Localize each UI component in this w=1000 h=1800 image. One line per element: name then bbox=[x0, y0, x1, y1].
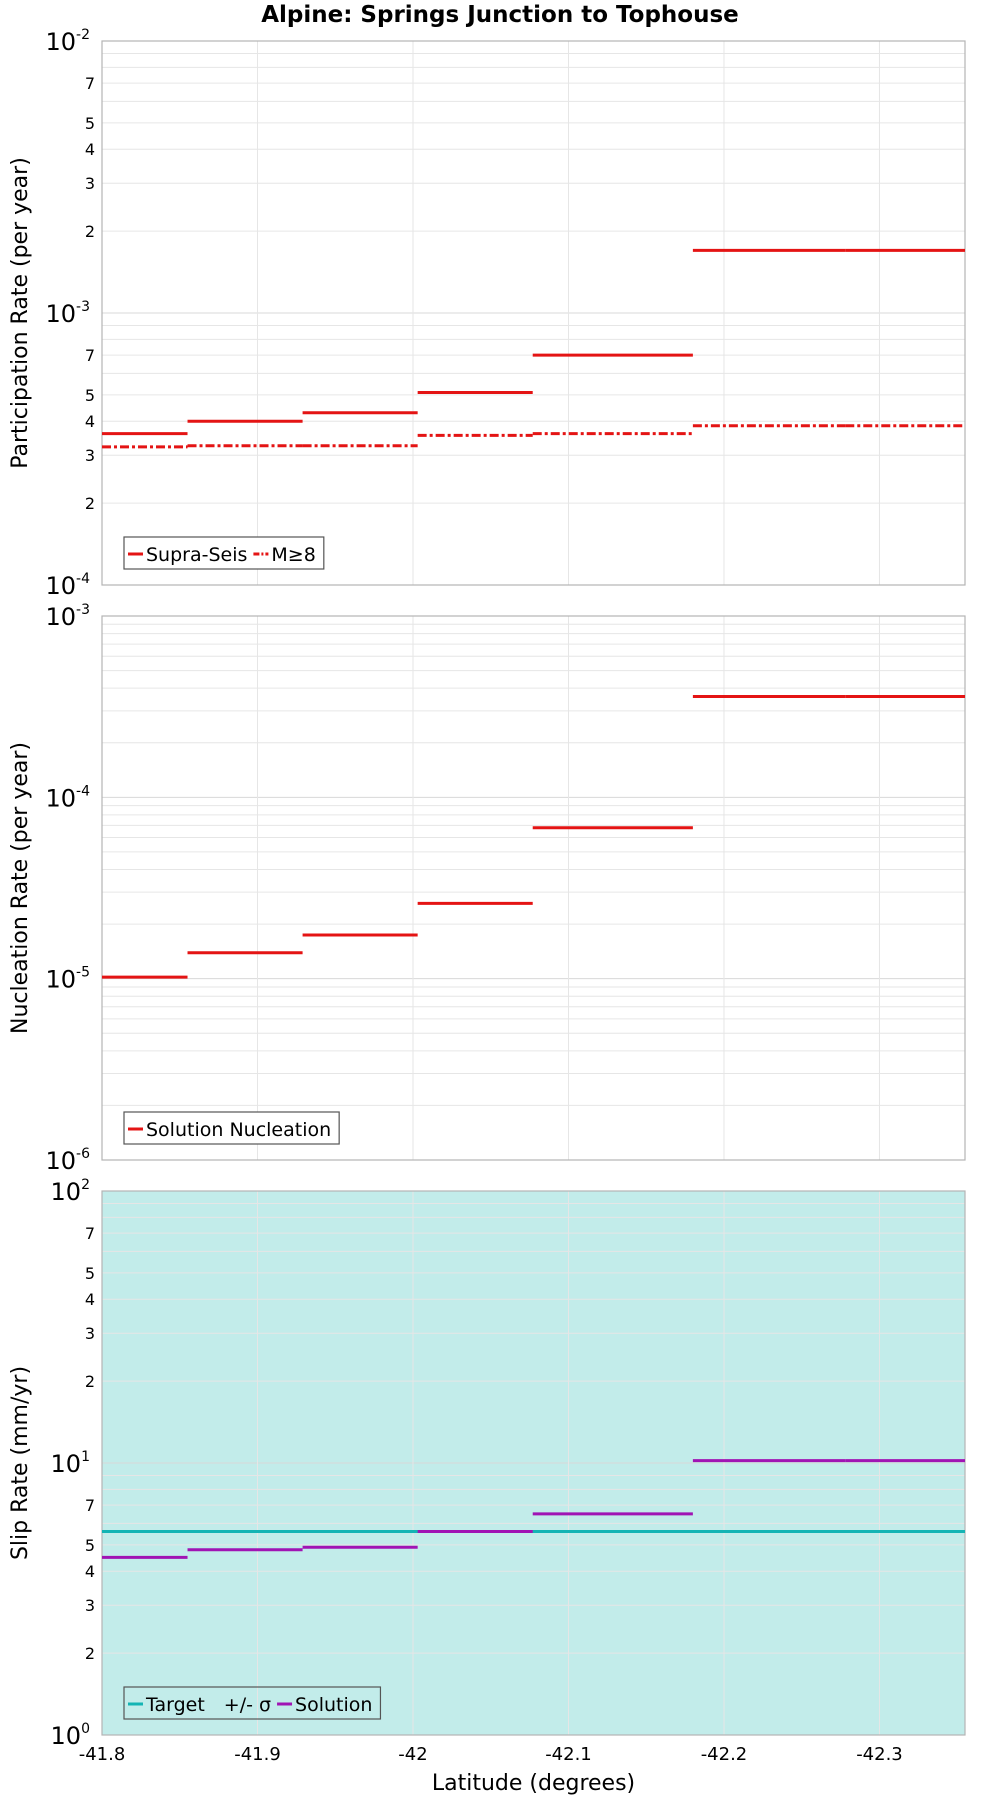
panel-3: 100 101 102 2 3 4 5 7 2 3 4 5 7 Slip Rate (mm/yr) Targ… bbox=[8, 1177, 966, 1796]
y-minor-tick-label: 4 bbox=[85, 1290, 95, 1309]
y-tick-label: 102 bbox=[51, 1177, 90, 1206]
legend-box bbox=[123, 1686, 382, 1720]
y-minor-tick-label: 4 bbox=[85, 1562, 95, 1581]
y-minor-tick-label: 2 bbox=[85, 494, 95, 513]
panel-1: 10-4 10-3 10-2 2 3 4 5 7 2 3 4 5 7 Participation Rate… bbox=[8, 27, 966, 600]
y-minor-tick-label: 7 bbox=[85, 1224, 95, 1243]
series-1 bbox=[102, 694, 965, 979]
legend-label: Target bbox=[145, 1694, 205, 1716]
series-1 bbox=[102, 248, 965, 436]
legend: Target +/- σ Solution bbox=[123, 1686, 382, 1720]
grid bbox=[102, 616, 965, 1160]
x-tick-label: -42.3 bbox=[856, 1744, 903, 1765]
plot-frame bbox=[101, 615, 966, 1161]
y-minor-tick-label: 5 bbox=[85, 386, 95, 405]
x-tick-label: -42 bbox=[398, 1744, 427, 1765]
legend-label: +/- σ bbox=[224, 1694, 271, 1716]
y-axis-label: Slip Rate (mm/yr) bbox=[8, 1366, 33, 1560]
y-minor-tick-label: 3 bbox=[85, 446, 95, 465]
legend-box bbox=[123, 536, 325, 570]
y-tick-label: 10-4 bbox=[45, 571, 90, 600]
y-minor-tick-label: 2 bbox=[85, 222, 95, 241]
legend-swatch bbox=[210, 1699, 221, 1709]
y-minor-tick-label: 7 bbox=[85, 1496, 95, 1515]
plot-frame bbox=[101, 40, 966, 586]
x-tick-label: -42.2 bbox=[701, 1744, 748, 1765]
panel-2: 10-6 10-5 10-4 10-3 Nucleation Rate (per yea… bbox=[8, 602, 966, 1175]
y-axis-label: Participation Rate (per year) bbox=[8, 157, 33, 469]
y-minor-tick-label: 7 bbox=[85, 346, 95, 365]
legend-box bbox=[123, 1111, 340, 1145]
y-minor-tick-label: 5 bbox=[85, 1264, 95, 1283]
y-tick-label: 10-5 bbox=[45, 965, 90, 994]
y-minor-tick-label: 4 bbox=[85, 140, 95, 159]
legend: Supra-Seis M≥8 bbox=[123, 536, 325, 570]
x-tick-label: -42.1 bbox=[545, 1744, 592, 1765]
legend-label: M≥8 bbox=[271, 544, 315, 566]
y-tick-label: 10-2 bbox=[45, 27, 90, 56]
grid bbox=[102, 1191, 965, 1735]
y-minor-tick-label: 2 bbox=[85, 1644, 95, 1663]
y-tick-label: 10-3 bbox=[45, 299, 90, 328]
y-minor-tick-label: 3 bbox=[85, 1324, 95, 1343]
x-tick-label: -41.9 bbox=[234, 1744, 281, 1765]
y-minor-tick-label: 5 bbox=[85, 1536, 95, 1555]
y-minor-tick-label: 3 bbox=[85, 174, 95, 193]
y-tick-label: 10-6 bbox=[45, 1146, 90, 1175]
chart-title: Alpine: Springs Junction to Tophouse bbox=[261, 2, 739, 28]
legend: Solution Nucleation bbox=[123, 1111, 340, 1145]
y-tick-label: 10-4 bbox=[45, 783, 90, 812]
series-2 bbox=[102, 424, 965, 449]
x-axis-label: Latitude (degrees) bbox=[432, 1771, 635, 1796]
legend-label: Solution Nucleation bbox=[146, 1119, 331, 1141]
grid bbox=[102, 41, 965, 585]
legend-label: Supra-Seis bbox=[146, 544, 247, 566]
y-tick-label: 100 bbox=[51, 1721, 90, 1750]
y-minor-tick-label: 4 bbox=[85, 412, 95, 431]
x-tick-label: -41.8 bbox=[79, 1744, 126, 1765]
series-2 bbox=[102, 1459, 965, 1559]
y-tick-label: 101 bbox=[51, 1449, 90, 1478]
y-minor-tick-label: 5 bbox=[85, 114, 95, 133]
y-axis-label: Nucleation Rate (per year) bbox=[8, 742, 33, 1034]
legend-label: Solution bbox=[295, 1694, 372, 1716]
y-minor-tick-label: 3 bbox=[85, 1596, 95, 1615]
plot-frame bbox=[101, 1190, 966, 1736]
y-minor-tick-label: 7 bbox=[85, 74, 95, 93]
y-tick-label: 10-3 bbox=[45, 602, 90, 631]
y-minor-tick-label: 2 bbox=[85, 1372, 95, 1391]
